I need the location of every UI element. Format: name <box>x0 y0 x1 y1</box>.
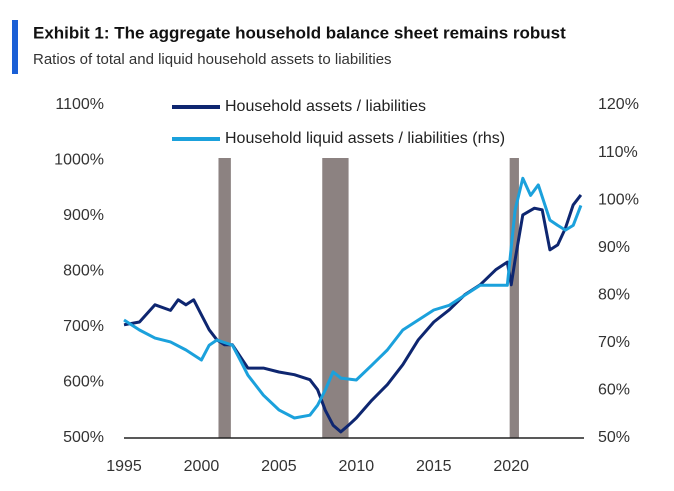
accent-bar <box>12 20 18 74</box>
y2-tick-label: 70% <box>598 334 630 351</box>
series-line <box>123 193 583 434</box>
recession-band <box>322 158 349 438</box>
chart-subtitle: Ratios of total and liquid household ass… <box>33 51 392 68</box>
y2-tick-label: 80% <box>598 287 630 304</box>
x-tick-label: 2005 <box>261 458 297 475</box>
x-tick-label: 2015 <box>416 458 452 475</box>
y-tick-label: 1100% <box>55 96 104 113</box>
x-tick-label: 2020 <box>493 458 529 475</box>
x-tick-label: 2000 <box>184 458 220 475</box>
y-tick-label: 500% <box>63 429 104 446</box>
y2-tick-label: 50% <box>598 429 630 446</box>
y-tick-label: 1000% <box>54 152 104 169</box>
y2-tick-label: 110% <box>598 144 638 161</box>
legend-label: Household liquid assets / liabilities (r… <box>225 130 505 147</box>
x-tick-label: 1995 <box>106 458 142 475</box>
y-tick-label: 700% <box>63 318 104 335</box>
y2-tick-label: 60% <box>598 382 630 399</box>
y2-tick-label: 120% <box>598 96 639 113</box>
series-line <box>123 176 583 420</box>
recession-band <box>218 158 231 438</box>
y-tick-label: 800% <box>63 263 104 280</box>
y-tick-label: 600% <box>63 374 104 391</box>
legend-label: Household assets / liabilities <box>225 98 426 115</box>
y-tick-label: 900% <box>63 207 104 224</box>
y2-tick-label: 90% <box>598 239 630 256</box>
chart-title: Exhibit 1: The aggregate household balan… <box>33 23 566 42</box>
recession-band <box>509 158 519 438</box>
x-tick-label: 2010 <box>339 458 375 475</box>
y2-tick-label: 100% <box>598 191 639 208</box>
